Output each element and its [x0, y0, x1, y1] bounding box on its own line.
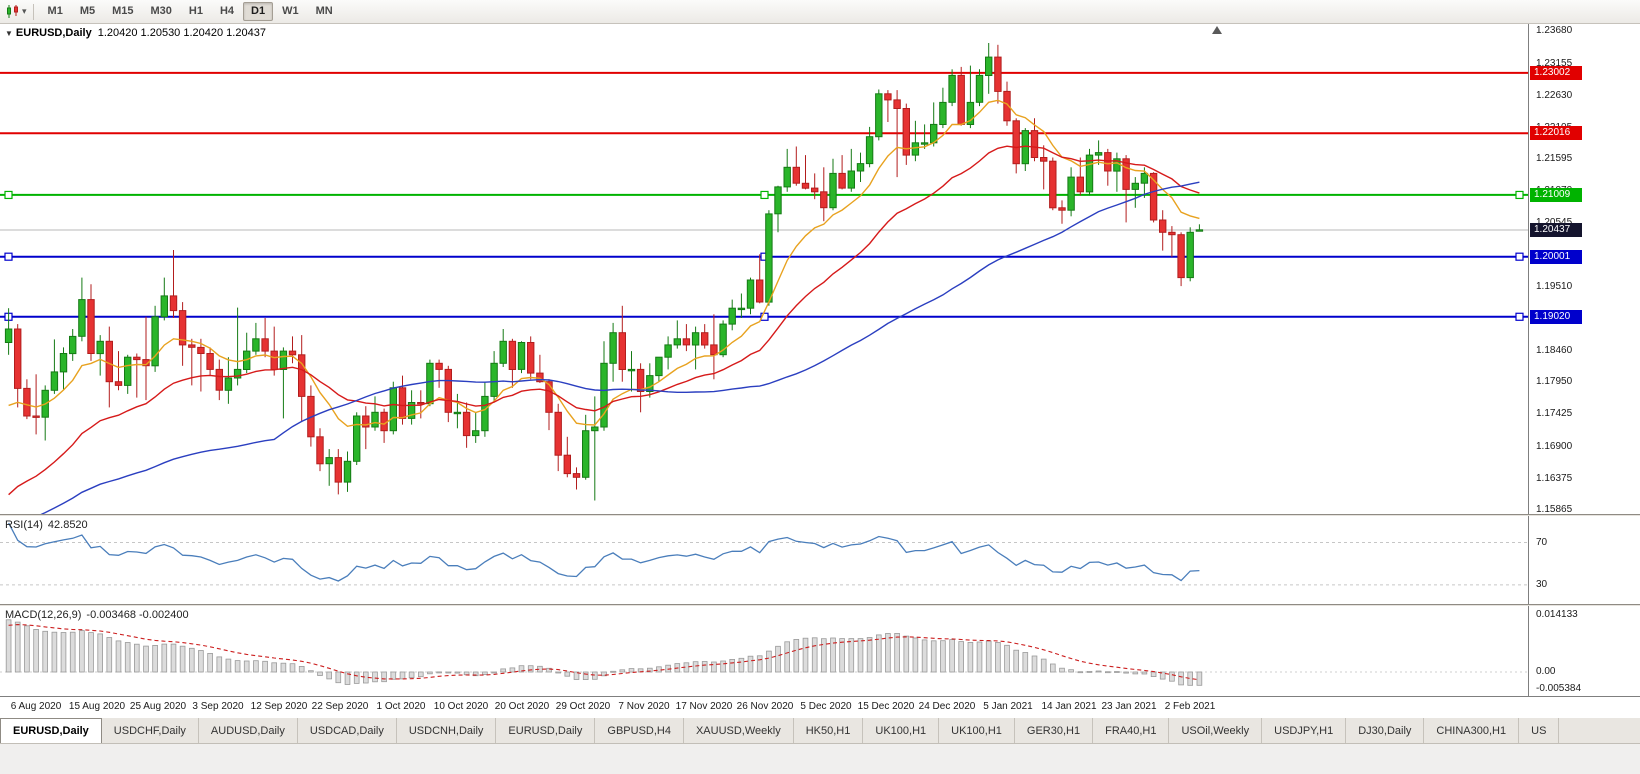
timeframe-button-d1[interactable]: D1 [243, 2, 274, 21]
rsi-header: RSI(14) 42.8520 [5, 519, 88, 531]
date-tick-label: 3 Sep 2020 [192, 701, 244, 712]
date-axis[interactable]: 6 Aug 2020 15 Aug 2020 25 Aug 2020 3 Sep 20… [0, 696, 1640, 718]
date-tick-label: 14 Jan 2021 [1041, 701, 1097, 712]
macd-header: MACD(12,26,9) -0.003468 -0.002400 [5, 609, 189, 621]
level-price-label: 1.21009 [1530, 188, 1582, 202]
chart-type-dropdown-icon[interactable]: ▾ [22, 6, 27, 16]
collapse-icon[interactable]: ▼ [5, 29, 13, 38]
chart-tab-eurusd-daily[interactable]: EURUSD,Daily [0, 718, 102, 743]
chart-title: ▼ EURUSD,Daily 1.20420 1.20530 1.20420 1.2… [5, 27, 266, 39]
chart-tab-usoil-weekly[interactable]: USOil,Weekly [1169, 718, 1263, 743]
chart-tab-usdcnh-daily[interactable]: USDCNH,Daily [397, 718, 497, 743]
date-tick-label: 15 Dec 2020 [857, 701, 915, 712]
chart-window: ▼ EURUSD,Daily 1.20420 1.20530 1.20420 1.2… [0, 24, 1640, 718]
price-tick-label: 1.17425 [1536, 408, 1573, 419]
rsi-name: RSI(14) [5, 519, 43, 531]
date-tick-label: 29 Oct 2020 [555, 701, 611, 712]
chart-ohlc-values: 1.20420 1.20530 1.20420 1.20437 [97, 27, 266, 39]
date-tick-label: 26 Nov 2020 [736, 701, 794, 712]
chart-tab-dj30-daily[interactable]: DJ30,Daily [1346, 718, 1425, 743]
date-tick-label: 10 Oct 2020 [433, 701, 489, 712]
macd-scale-label: 0.00 [1536, 666, 1556, 677]
timeframe-button-m1[interactable]: M1 [47, 5, 63, 17]
chart-tab-gbpusd-h4[interactable]: GBPUSD,H4 [595, 718, 684, 743]
price-tick-label: 1.15865 [1536, 504, 1573, 515]
price-tick-label: 1.19510 [1536, 281, 1573, 292]
macd-scale-label: -0.005384 [1536, 683, 1582, 694]
timeframe-button-m30[interactable]: M30 [150, 5, 172, 17]
toolbar-separator [32, 3, 34, 20]
chart-tab-china300-h1[interactable]: CHINA300,H1 [1424, 718, 1520, 743]
date-tick-label: 23 Jan 2021 [1101, 701, 1157, 712]
panel-separator-macd[interactable] [0, 604, 1640, 606]
date-tick-label: 25 Aug 2020 [129, 701, 187, 712]
chart-tab-usdjpy-h1[interactable]: USDJPY,H1 [1262, 718, 1347, 743]
date-tick-label: 7 Nov 2020 [618, 701, 670, 712]
date-tick-label: 5 Jan 2021 [983, 701, 1033, 712]
rsi-level-label: 70 [1536, 537, 1548, 548]
macd-values: -0.003468 -0.002400 [86, 609, 189, 621]
chart-tab-bar: EURUSD,Daily USDCHF,Daily AUDUSD,Daily USDC… [0, 718, 1640, 744]
timeframe-button-m5[interactable]: M5 [79, 5, 96, 17]
price-axis[interactable]: 1.236801.231551.226301.221051.215951.210… [1528, 24, 1640, 515]
status-bar [0, 744, 1640, 774]
chart-tab-us[interactable]: US [1519, 718, 1560, 743]
chart-symbol-label: EURUSD,Daily [15, 27, 92, 39]
macd-scale-label: 0.014133 [1536, 609, 1578, 620]
date-tick-label: 15 Aug 2020 [68, 701, 126, 712]
price-tick-label: 1.18460 [1536, 345, 1573, 356]
macd-axis[interactable]: 0.014133 0.00 -0.005384 [1528, 606, 1640, 696]
timeframe-button-m15[interactable]: M15 [112, 5, 134, 17]
date-tick-label: 17 Nov 2020 [675, 701, 733, 712]
level-price-label: 1.23002 [1530, 66, 1582, 80]
date-tick-label: 1 Oct 2020 [376, 701, 426, 712]
timeframe-button-group: M1 M5 M15 M30 H1 H4 D1 W1 MN [40, 2, 341, 21]
main-chart-canvas[interactable] [0, 24, 1528, 514]
chart-tab-xauusd-weekly[interactable]: XAUUSD,Weekly [684, 718, 794, 743]
date-tick-label: 20 Oct 2020 [494, 701, 550, 712]
chart-tab-eurusd-daily[interactable]: EURUSD,Daily [496, 718, 596, 743]
price-tick-label: 1.20545 [1536, 217, 1572, 229]
level-price-label: 1.20001 [1530, 250, 1582, 264]
level-price-label: 1.22016 [1530, 126, 1582, 140]
chart-shift-marker[interactable] [1212, 26, 1222, 34]
date-tick-label: 2 Feb 2021 [1164, 701, 1216, 712]
date-tick-label: 12 Sep 2020 [250, 701, 308, 712]
price-tick-label: 1.16375 [1536, 473, 1573, 484]
date-tick-label: 5 Dec 2020 [800, 701, 852, 712]
chart-tab-ger30-h1[interactable]: GER30,H1 [1015, 718, 1094, 743]
date-tick-label: 6 Aug 2020 [10, 701, 62, 712]
price-tick-label: 1.22630 [1536, 90, 1573, 101]
level-price-label: 1.19020 [1530, 310, 1582, 324]
chart-tab-usdchf-daily[interactable]: USDCHF,Daily [102, 718, 199, 743]
chart-tab-hk50-h1[interactable]: HK50,H1 [794, 718, 864, 743]
chart-type-icon[interactable] [5, 4, 21, 19]
panel-separator-rsi[interactable] [0, 514, 1640, 516]
date-tick-label: 22 Sep 2020 [311, 701, 369, 712]
rsi-level-label: 30 [1536, 579, 1548, 590]
rsi-axis[interactable]: 70 30 [1528, 516, 1640, 604]
chart-tab-audusd-daily[interactable]: AUDUSD,Daily [199, 718, 298, 743]
chart-tab-uk100-h1[interactable]: UK100,H1 [939, 718, 1015, 743]
price-tick-label: 1.23155 [1536, 58, 1573, 69]
timeframe-button-w1[interactable]: W1 [282, 5, 299, 17]
price-tick-label: 1.16900 [1536, 441, 1573, 452]
price-tick-label: 1.23680 [1536, 25, 1573, 36]
timeframe-button-h4[interactable]: H4 [219, 5, 235, 17]
chart-tab-usdcad-daily[interactable]: USDCAD,Daily [298, 718, 397, 743]
rsi-value: 42.8520 [47, 519, 88, 531]
current-price-label: 1.20437 [1530, 223, 1582, 237]
date-tick-label: 24 Dec 2020 [918, 701, 976, 712]
price-tick-label: 1.21595 [1536, 153, 1573, 164]
chart-tab-uk100-h1[interactable]: UK100,H1 [863, 718, 940, 743]
top-toolbar: ▾ M1 M5 M15 M30 H1 H4 D1 W1 MN [0, 0, 1640, 24]
chart-tab-fra40-h1[interactable]: FRA40,H1 [1093, 718, 1170, 743]
macd-name: MACD(12,26,9) [5, 609, 82, 621]
timeframe-button-h1[interactable]: H1 [188, 5, 203, 17]
timeframe-button-mn[interactable]: MN [315, 5, 333, 17]
macd-canvas[interactable] [0, 606, 1528, 696]
rsi-canvas[interactable] [0, 516, 1528, 604]
price-tick-label: 1.17950 [1536, 376, 1573, 387]
